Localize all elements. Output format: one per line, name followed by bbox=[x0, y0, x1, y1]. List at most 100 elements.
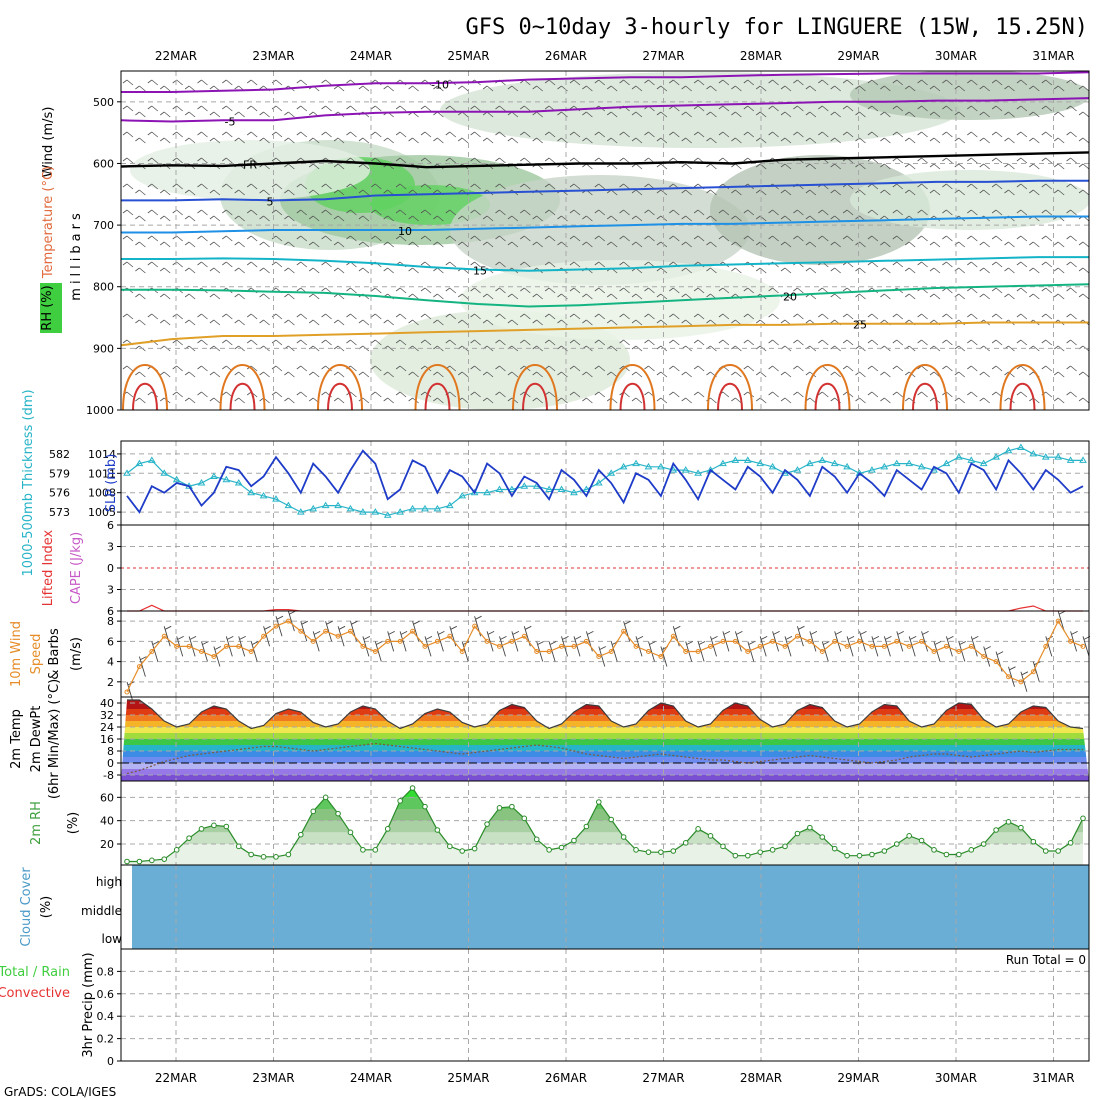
surface-wind-barb bbox=[337, 625, 346, 647]
wind-barb bbox=[222, 105, 233, 112]
rh-point bbox=[397, 798, 403, 804]
surface-wind-barb bbox=[784, 635, 793, 657]
thickness-point bbox=[346, 504, 355, 512]
thickness-point bbox=[644, 462, 653, 470]
wind-barb bbox=[1016, 339, 1028, 346]
wind-barb bbox=[892, 261, 904, 268]
wind-barb bbox=[234, 293, 245, 300]
wind-barb bbox=[880, 163, 891, 170]
temperature-tick-label: 32 bbox=[100, 709, 114, 722]
wind-barb bbox=[892, 183, 904, 190]
surface-wind-barb bbox=[983, 646, 991, 667]
wind-barb bbox=[606, 85, 618, 92]
wind-barb bbox=[631, 215, 643, 222]
wind-barb bbox=[942, 365, 953, 372]
wind-barb bbox=[892, 157, 904, 164]
rh-point bbox=[918, 837, 925, 844]
wind-barb bbox=[842, 313, 854, 320]
precip-tick-label: 0.2 bbox=[97, 1033, 115, 1046]
surface-wind-barb bbox=[821, 641, 830, 662]
wind-barb bbox=[606, 293, 618, 300]
wind-barb bbox=[991, 157, 1003, 164]
wind-barb bbox=[358, 267, 370, 274]
wind-barb bbox=[979, 241, 990, 248]
wind-barb bbox=[979, 293, 990, 300]
wind-barb bbox=[743, 365, 755, 372]
wind-barb bbox=[321, 313, 332, 320]
wind-barb bbox=[780, 215, 792, 222]
wind-barb bbox=[159, 215, 171, 222]
wind-barb bbox=[631, 241, 643, 248]
wind-barb bbox=[122, 209, 134, 216]
rh-point bbox=[658, 849, 664, 855]
wind-barb bbox=[706, 215, 717, 222]
warm-contour bbox=[122, 364, 168, 410]
wind-barb bbox=[383, 241, 394, 248]
wind-barb bbox=[967, 209, 978, 216]
wind-barb bbox=[582, 137, 593, 144]
hot-contour bbox=[327, 382, 353, 410]
hot-contour bbox=[912, 382, 938, 410]
wind-barb bbox=[991, 105, 1003, 112]
rh-point bbox=[844, 852, 850, 859]
hot-contour bbox=[132, 382, 158, 410]
rh-point bbox=[943, 851, 950, 858]
wind-barb bbox=[1066, 313, 1077, 320]
rh-tick-label: 60 bbox=[100, 791, 114, 804]
thickness-point bbox=[1079, 456, 1087, 463]
wind-barb bbox=[582, 319, 593, 326]
wind-barb bbox=[259, 267, 270, 274]
wind-barb bbox=[979, 189, 990, 196]
wind-barb bbox=[1078, 163, 1089, 170]
thickness-point bbox=[719, 459, 727, 467]
wind-barb bbox=[818, 339, 829, 346]
wind-barb bbox=[308, 137, 320, 144]
wind-barb bbox=[780, 111, 792, 118]
wind-barb bbox=[321, 261, 332, 268]
wind-barb bbox=[842, 235, 854, 242]
wind-barb bbox=[159, 189, 171, 196]
wind-barb bbox=[445, 131, 457, 138]
wind-barb bbox=[793, 287, 804, 294]
wind-barb bbox=[644, 313, 655, 320]
wind-barb bbox=[1041, 131, 1053, 138]
wind-barb bbox=[184, 85, 196, 92]
wind-barb bbox=[544, 287, 556, 294]
wind-barb bbox=[172, 183, 183, 190]
wind-barb bbox=[1066, 79, 1077, 86]
wind-barb bbox=[1041, 209, 1053, 216]
wind-barb bbox=[1029, 241, 1040, 248]
wind-barb bbox=[880, 111, 891, 118]
rh-point bbox=[1005, 819, 1012, 825]
wind-barb bbox=[445, 183, 457, 190]
wind-barb bbox=[917, 157, 928, 164]
wind-barb bbox=[842, 365, 854, 372]
rh-point bbox=[310, 808, 317, 815]
wind-barb bbox=[408, 371, 419, 378]
wind-speed-point bbox=[906, 643, 912, 649]
warm-contour bbox=[609, 364, 656, 410]
wind-barb bbox=[1078, 397, 1089, 404]
isotherm-line bbox=[121, 151, 1089, 169]
wind-barb bbox=[979, 163, 990, 170]
wind-barb bbox=[768, 105, 779, 112]
rh-point bbox=[260, 854, 267, 860]
rh-point bbox=[1030, 838, 1037, 845]
wind-barb bbox=[346, 105, 357, 112]
wind-barb bbox=[681, 293, 692, 300]
rh-point bbox=[769, 847, 776, 853]
wind-barb bbox=[631, 319, 643, 326]
temperature-tick-label: 40 bbox=[100, 697, 114, 710]
wind-barb bbox=[780, 85, 792, 92]
wind-barb bbox=[805, 111, 817, 118]
wind-barb bbox=[1053, 397, 1065, 404]
rh-shading-region bbox=[440, 72, 960, 148]
wind-barb bbox=[135, 137, 146, 144]
wind-speed-point bbox=[670, 633, 676, 639]
wind-barb bbox=[1029, 137, 1040, 144]
wind-barb bbox=[544, 79, 556, 86]
wind-barb bbox=[1078, 85, 1089, 92]
thickness-point bbox=[433, 504, 442, 512]
wind-barb bbox=[731, 267, 742, 274]
wind-barb bbox=[395, 209, 407, 216]
